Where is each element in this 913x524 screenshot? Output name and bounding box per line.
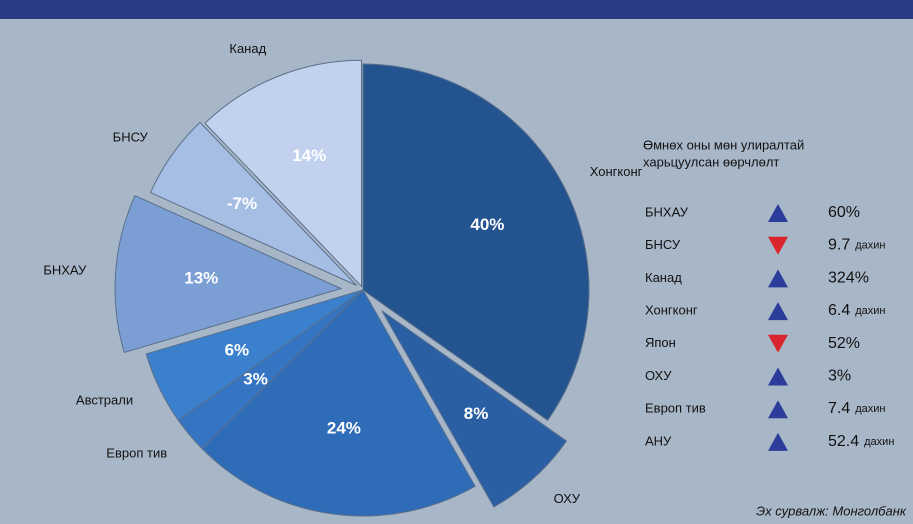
row-value: 52% [828,335,860,352]
row-value-number: 52.4 [828,433,859,450]
slice-name-label: Хонгконг [590,164,643,179]
row-name: АНУ [645,433,672,448]
row-value-number: 9.7 [828,237,850,254]
pie-slice [362,63,590,422]
slice-value-label: 8% [464,404,489,423]
slice-value-label: 3% [243,369,268,388]
row-name: ОХУ [645,368,672,383]
pie-slice [381,310,568,508]
row-value-number: 3% [828,368,851,385]
slice-value-label: 13% [184,268,218,287]
pie-slice [145,289,364,422]
row-value-number: 6.4 [828,302,850,319]
row-name: Канад [645,270,682,285]
table-title: Өмнөх оны мөн улиралтай [643,137,804,152]
slice-name-label: Австрали [76,393,133,408]
row-value-number: 60% [828,204,860,221]
row-value: 9.7 дахин [828,237,886,254]
pie-slice [149,121,357,286]
row-value-number: 52% [828,335,860,352]
pie-slice [204,59,363,288]
arrow-up [768,302,788,321]
row-value: 52.4 дахин [828,433,894,450]
row-value-number: 324% [828,270,869,287]
arrow-up [768,269,788,288]
slice-name-label: ОХУ [554,491,581,506]
arrow-up [768,204,788,222]
arrow-up [768,400,788,419]
top-bar [0,0,913,19]
row-name: Хонгконг [645,303,698,318]
slice-name-label: БНХАУ [43,263,87,278]
row-value: 7.4 дахин [828,400,886,417]
arrow-down [768,334,788,353]
arrow-up [768,367,788,386]
row-value: 324% [828,270,869,287]
slice-value-label: 6% [225,341,250,360]
row-value-suffix: дахин [855,240,885,252]
slice-name-label: Европ тив [106,445,167,460]
row-name: Япон [645,335,676,350]
source: Эх сурвалж: Монголбанк [756,503,907,518]
slice-value-label: 14% [292,146,326,165]
row-value-suffix: дахин [855,305,885,317]
row-value-suffix: дахин [855,403,885,415]
slice-value-label: -7% [227,194,257,213]
slice-name-label: БНСУ [113,130,149,145]
pie-slice [201,289,476,517]
slice-value-label: 40% [470,215,504,234]
row-name: БНХАУ [645,204,689,219]
row-name: БНСУ [645,237,681,252]
row-value: 3% [828,368,851,385]
arrow-up [768,432,788,451]
row-value-number: 7.4 [828,400,850,417]
slice-value-label: 24% [327,418,361,437]
row-value: 6.4 дахин [828,302,886,319]
row-value-suffix: дахин [864,436,894,448]
pie-slice [114,194,343,354]
arrow-down [768,236,788,255]
row-name: Европ тив [645,401,706,416]
row-value: 60% [828,204,860,221]
table-title: харьцуулсан өөрчлөлт [643,154,779,169]
slice-name-label: Канад [229,41,266,56]
